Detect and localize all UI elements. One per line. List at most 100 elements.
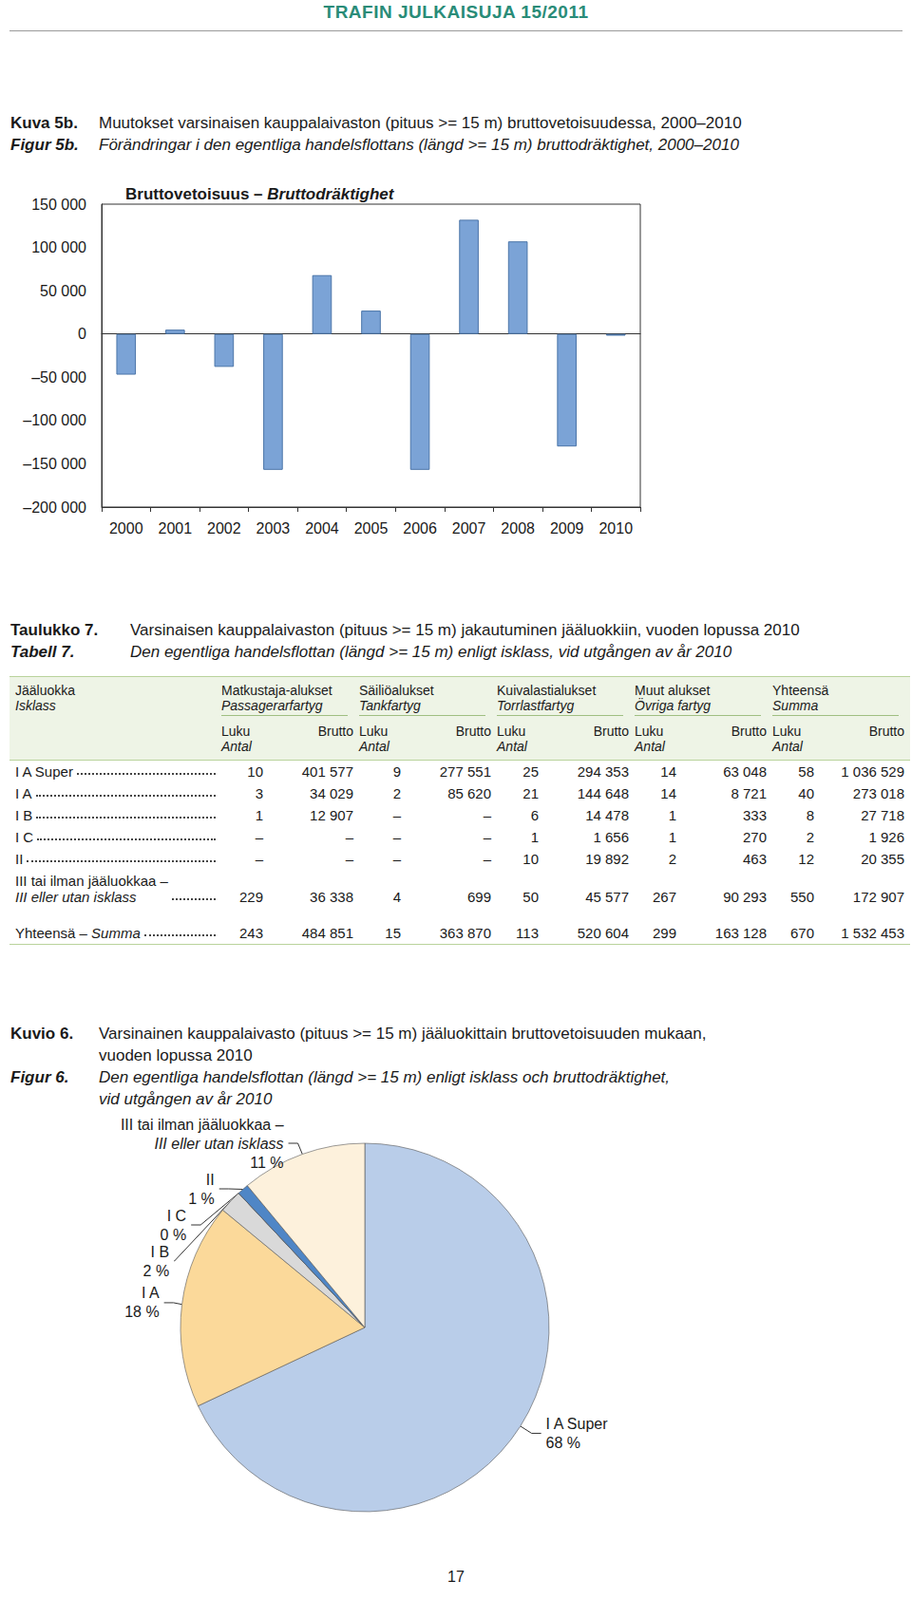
svg-text:2005: 2005 bbox=[354, 520, 389, 537]
html-text:58: 58 bbox=[798, 763, 815, 780]
html-text:I A: I A bbox=[15, 785, 32, 802]
html-text:144 648: 144 648 bbox=[577, 785, 629, 802]
svg-text:150 000: 150 000 bbox=[31, 196, 87, 213]
html-text:Brutto Luku: Brutto Luku bbox=[455, 723, 526, 740]
svg-text:2009: 2009 bbox=[550, 520, 585, 537]
svg-text:11 %: 11 % bbox=[249, 1155, 284, 1172]
html-text:45 577: 45 577 bbox=[585, 889, 629, 906]
svg-text:2 %: 2 % bbox=[143, 1263, 171, 1280]
html-text:Figur 6.: Figur 6. bbox=[10, 1068, 69, 1087]
html-text:Yhteensä – Summa: Yhteensä – Summa bbox=[15, 925, 141, 942]
html-text:12: 12 bbox=[798, 851, 815, 868]
html-text:14: 14 bbox=[660, 763, 677, 780]
svg-text:2007: 2007 bbox=[452, 520, 487, 537]
svg-text:2003: 2003 bbox=[256, 520, 291, 537]
html-text:I B: I B bbox=[15, 807, 33, 824]
svg-text:III eller utan isklass: III eller utan isklass bbox=[153, 1136, 284, 1153]
html-text:19 892: 19 892 bbox=[585, 851, 629, 868]
html-text:I A Super: I A Super bbox=[15, 763, 74, 780]
html-text:172 907: 172 907 bbox=[852, 889, 905, 906]
svg-text:1 %: 1 % bbox=[188, 1191, 215, 1208]
html-text:34 029: 34 029 bbox=[309, 785, 354, 802]
html-text:Muutokset varsinaisen kauppala: Muutokset varsinaisen kauppalaivaston (p… bbox=[98, 114, 742, 133]
svg-text:2010: 2010 bbox=[598, 520, 633, 537]
svg-text:Bruttodräktighet: Bruttodräktighet bbox=[266, 185, 396, 204]
html-text:10: 10 bbox=[522, 851, 539, 868]
html-text:Brutto Luku: Brutto Luku bbox=[317, 723, 388, 740]
svg-text:I A Super: I A Super bbox=[546, 1416, 609, 1433]
html-text:1 036 529: 1 036 529 bbox=[841, 763, 905, 780]
svg-text:2004: 2004 bbox=[304, 520, 340, 537]
html-text:294 353: 294 353 bbox=[577, 763, 629, 780]
html-text:12 907: 12 907 bbox=[309, 807, 354, 824]
svg-text:2001: 2001 bbox=[158, 520, 193, 537]
svg-text:2008: 2008 bbox=[500, 520, 535, 537]
svg-text:2002: 2002 bbox=[207, 520, 242, 537]
html-text:III eller utan isklass: III eller utan isklass bbox=[15, 889, 137, 906]
html-text:20 355: 20 355 bbox=[860, 851, 905, 868]
html-text:273 018: 273 018 bbox=[852, 785, 905, 802]
html-text:III tai ilman jääluokkaa –: III tai ilman jääluokkaa – bbox=[15, 873, 169, 890]
html-text:Figur 5b.: Figur 5b. bbox=[10, 135, 79, 154]
html-text:I C: I C bbox=[15, 829, 34, 846]
html-text:Taulukko 7.: Taulukko 7. bbox=[10, 621, 99, 640]
html-text:85 620: 85 620 bbox=[447, 785, 492, 802]
svg-text:2000: 2000 bbox=[109, 520, 144, 537]
html-text:699: 699 bbox=[467, 889, 492, 906]
html-text:27 718: 27 718 bbox=[860, 807, 905, 824]
html-text:1 926: 1 926 bbox=[868, 829, 905, 846]
html-text:Varsinainen kauppalaivasto (pi: Varsinainen kauppalaivasto (pituus >= 15… bbox=[98, 1025, 707, 1065]
svg-text:I B: I B bbox=[151, 1244, 171, 1261]
html-text:36 338: 36 338 bbox=[309, 889, 354, 906]
html-text:25: 25 bbox=[522, 763, 539, 780]
html-text:Brutto Luku: Brutto Luku bbox=[593, 723, 664, 740]
html-text:Den egentliga handelsflottan (: Den egentliga handelsflottan (längd >= 1… bbox=[98, 1068, 670, 1109]
html-text:Förändringar i den egentliga h: Förändringar i den egentliga handelsflot… bbox=[98, 135, 740, 154]
html-text:463: 463 bbox=[742, 851, 767, 868]
html-text:90 293: 90 293 bbox=[723, 889, 767, 906]
svg-text:18 %: 18 % bbox=[124, 1304, 159, 1321]
html-text:333: 333 bbox=[742, 807, 767, 824]
html-text:Brutto Luku: Brutto Luku bbox=[731, 723, 802, 740]
html-text:14 478: 14 478 bbox=[585, 807, 629, 824]
html-text:Den egentliga handelsflottan (: Den egentliga handelsflottan (längd >= 1… bbox=[130, 643, 732, 662]
html-text:229: 229 bbox=[239, 889, 264, 906]
svg-text:–150 000: –150 000 bbox=[22, 456, 87, 473]
svg-text:III tai ilman jääluokkaa –: III tai ilman jääluokkaa – bbox=[120, 1117, 285, 1134]
html-text:Brutto: Brutto bbox=[868, 723, 905, 740]
svg-text:I C: I C bbox=[167, 1208, 187, 1225]
html-text:Tabell 7.: Tabell 7. bbox=[10, 643, 75, 662]
html-text:270: 270 bbox=[742, 829, 767, 846]
svg-text:50 000: 50 000 bbox=[39, 283, 87, 300]
svg-text:–200 000: –200 000 bbox=[22, 499, 87, 516]
svg-text:100 000: 100 000 bbox=[31, 239, 87, 256]
svg-text:0: 0 bbox=[77, 325, 87, 342]
svg-text:0 %: 0 % bbox=[160, 1227, 188, 1244]
svg-text:II: II bbox=[206, 1172, 215, 1189]
svg-text:Bruttovetoisuus –: Bruttovetoisuus – bbox=[125, 185, 267, 204]
svg-text:2006: 2006 bbox=[402, 520, 437, 537]
html-text:243: 243 bbox=[239, 925, 264, 942]
html-text:1 656: 1 656 bbox=[593, 829, 629, 846]
html-text:Kuvio 6.: Kuvio 6. bbox=[10, 1025, 74, 1044]
html-text:TRAFIN JULKAISUJA 15/2011: TRAFIN JULKAISUJA 15/2011 bbox=[323, 1, 589, 22]
html-text:277 551: 277 551 bbox=[439, 763, 492, 780]
svg-text:–50 000: –50 000 bbox=[31, 369, 87, 386]
html-text:550: 550 bbox=[790, 889, 815, 906]
html-text:484 851: 484 851 bbox=[301, 925, 354, 942]
html-text:10: 10 bbox=[247, 763, 264, 780]
svg-text:68 %: 68 % bbox=[546, 1435, 581, 1452]
html-text:50: 50 bbox=[522, 889, 539, 906]
html-text:Varsinaisen kauppalaivaston (p: Varsinaisen kauppalaivaston (pituus >= 1… bbox=[130, 621, 800, 640]
html-text:Kuva 5b.: Kuva 5b. bbox=[10, 114, 78, 133]
html-text:267: 267 bbox=[652, 889, 677, 906]
html-text:21: 21 bbox=[522, 785, 539, 802]
svg-text:I A: I A bbox=[141, 1285, 160, 1302]
html-text:63 048: 63 048 bbox=[723, 763, 767, 780]
html-text:40: 40 bbox=[798, 785, 815, 802]
svg-text:–100 000: –100 000 bbox=[22, 412, 87, 429]
html-text:8 721: 8 721 bbox=[731, 785, 767, 802]
html-text:14: 14 bbox=[660, 785, 677, 802]
html-text:401 577: 401 577 bbox=[301, 763, 354, 780]
html-text:Luku: Luku bbox=[221, 723, 251, 740]
